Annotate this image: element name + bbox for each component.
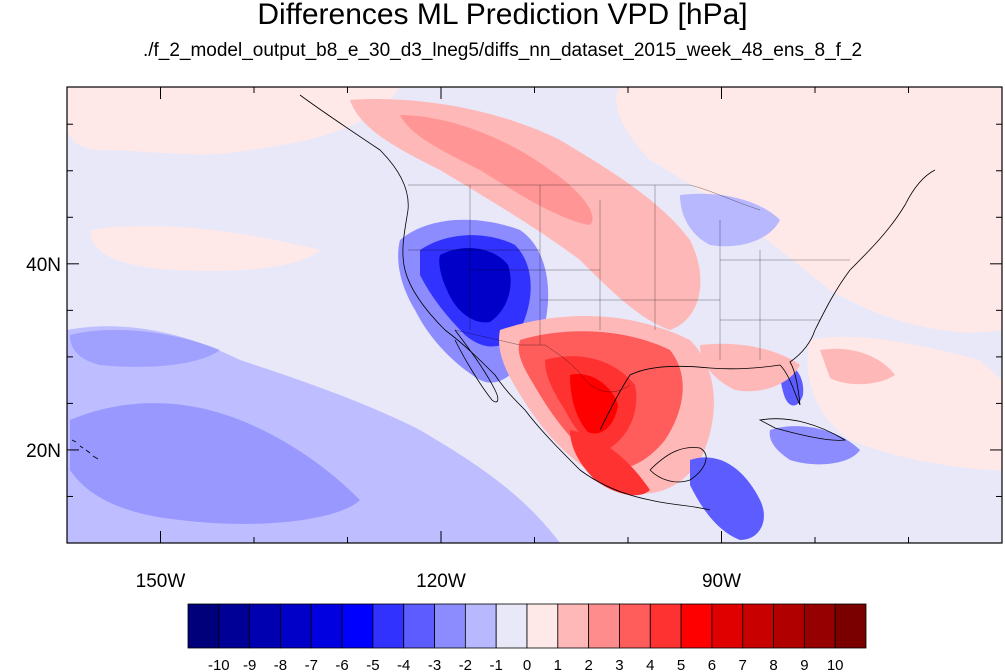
colorbar-label: -5 xyxy=(366,657,379,672)
colorbar-label: -3 xyxy=(428,657,441,672)
central-america-blue-region xyxy=(690,457,764,540)
colorbar-swatch xyxy=(834,603,867,649)
state-lines-east xyxy=(719,220,850,360)
hawaii-islands xyxy=(71,439,99,460)
colorbar-label: -1 xyxy=(490,657,503,672)
colorbar-labels: -10 -9 -8 -7 -6 -5 -4 -3 -2 -1 0 1 2 3 4 5 6 7 8 9 10 xyxy=(208,657,844,672)
lon-tick-label: 120W xyxy=(416,571,466,592)
lon-tick-label: 90W xyxy=(702,571,741,592)
colorbar-label: -9 xyxy=(243,657,256,672)
colorbar-swatch xyxy=(310,603,343,649)
colorbar-label: 2 xyxy=(584,657,592,672)
west-coast-pink-band xyxy=(90,226,320,271)
colorbar-label: 7 xyxy=(739,657,747,672)
colorbar-label: 0 xyxy=(523,657,531,672)
field-blobs xyxy=(67,87,1002,543)
colorbar-swatch xyxy=(341,603,374,649)
colorbar-label: -7 xyxy=(305,657,318,672)
canada-plains-pink-band xyxy=(350,99,701,331)
colorbar-swatch xyxy=(557,603,590,649)
great-lakes-light-blue xyxy=(680,193,780,247)
colorbar-label: -6 xyxy=(335,657,348,672)
colorbar-label: 9 xyxy=(800,657,808,672)
lon-tick-label: 150W xyxy=(136,571,186,592)
west-coast-line xyxy=(299,94,711,511)
colorbar-swatch xyxy=(218,603,251,649)
colorbar-label: 10 xyxy=(827,657,844,672)
northeast-pink-region xyxy=(616,87,1002,333)
colorbar-label: 5 xyxy=(677,657,685,672)
atlantic-pink-spot xyxy=(820,348,895,385)
colorbar-swatch xyxy=(803,603,836,649)
axis-ticks xyxy=(66,87,1003,544)
colorbar-swatch xyxy=(434,603,466,649)
colorbar-swatch xyxy=(588,603,620,649)
colorbar-swatch xyxy=(742,603,774,649)
colorbar-label: -4 xyxy=(397,657,410,672)
colorbar-label: 4 xyxy=(646,657,654,672)
axis-tick-labels: 150W 120W 90W 40N 20N xyxy=(26,255,741,592)
central-mexico-red-strip xyxy=(570,430,650,496)
gulf-coast-pink-region xyxy=(700,343,800,392)
north-pacific-pink-region xyxy=(67,87,400,155)
lat-tick-label: 20N xyxy=(26,441,61,462)
cuba-line xyxy=(758,418,847,441)
colorbar-label: -2 xyxy=(459,657,472,672)
colorbar-swatch xyxy=(187,603,220,649)
colorbar-swatch xyxy=(649,603,682,649)
colorbar-swatch xyxy=(680,603,713,649)
colorbar-swatch xyxy=(619,603,651,649)
colorbar-swatch xyxy=(372,603,405,649)
colorbar-swatch xyxy=(249,603,281,649)
colorbar-label: 3 xyxy=(615,657,623,672)
west-pacific-blue-band xyxy=(70,330,220,367)
colorbar-label: 8 xyxy=(769,657,777,672)
lat-tick-label: 40N xyxy=(26,255,61,276)
us-mexico-border xyxy=(454,329,631,393)
colorbar-swatch xyxy=(773,603,805,649)
colorbar-swatch xyxy=(526,603,559,649)
colorbar-swatch xyxy=(403,603,435,649)
baja-peninsula-line xyxy=(454,329,499,403)
coastlines xyxy=(71,94,936,511)
colorbar xyxy=(187,603,867,649)
map-plot-area xyxy=(67,87,1002,543)
colorbar-label: 6 xyxy=(708,657,716,672)
gulf-coast-line xyxy=(599,169,936,431)
state-borders xyxy=(408,184,850,393)
pacific-blue-region xyxy=(70,403,360,524)
colorbar-label: -10 xyxy=(208,657,230,672)
colorbar-label: 1 xyxy=(554,657,562,672)
chart-subtitle: ./f_2_model_output_b8_e_30_d3_lneg5/diff… xyxy=(142,40,863,61)
southwest-deep-blue-core xyxy=(439,247,511,323)
yucatan-line xyxy=(649,447,707,483)
colorbar-label: -8 xyxy=(274,657,287,672)
state-lines-west xyxy=(408,185,720,345)
chart-title: Differences ML Prediction VPD [hPa] xyxy=(257,0,748,31)
colorbar-swatch xyxy=(464,603,497,649)
canada-red-band xyxy=(400,115,593,225)
colorbar-swatch xyxy=(495,603,528,649)
us-canada-border xyxy=(408,184,761,211)
colorbar-swatch xyxy=(711,603,744,649)
colorbar-swatch xyxy=(280,603,312,649)
